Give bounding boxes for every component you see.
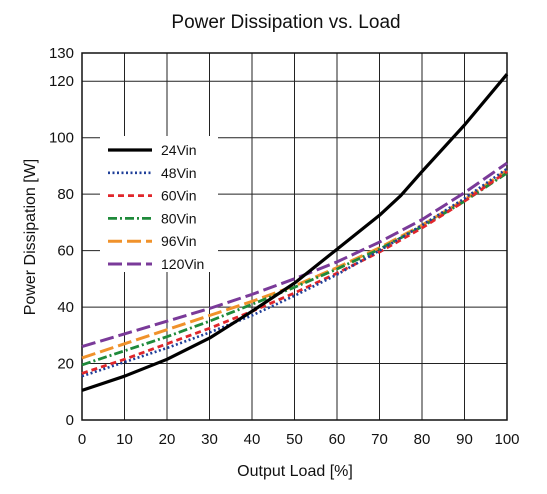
y-axis-ticks: 0 20 40 60 80 100 120 130 (49, 45, 74, 429)
x-tick-label: 60 (329, 431, 346, 448)
x-tick-label: 10 (116, 431, 133, 448)
x-axis-label: Output Load [%] (237, 463, 353, 480)
x-tick-label: 70 (371, 431, 388, 448)
y-tick-label: 130 (49, 45, 74, 62)
legend-label: 60Vin (161, 188, 197, 204)
legend-label: 80Vin (161, 210, 197, 226)
y-tick-label: 100 (49, 130, 74, 147)
y-tick-label: 80 (57, 186, 74, 203)
y-tick-label: 40 (57, 299, 74, 316)
y-axis-label: Power Dissipation [W] (22, 159, 39, 316)
series-line-80vin (81, 171, 508, 367)
y-tick-label: 120 (49, 73, 74, 90)
y-tick-label: 60 (57, 243, 74, 260)
axes (81, 52, 508, 421)
x-tick-label: 20 (159, 431, 176, 448)
x-tick-label: 50 (286, 431, 303, 448)
legend: 24Vin 48Vin 60Vin 80Vin 96Vin 120Vin (108, 142, 204, 272)
plot-frame (81, 52, 508, 421)
y-tick-label: 20 (57, 356, 74, 373)
x-tick-label: 100 (494, 431, 519, 448)
x-tick-label: 30 (201, 431, 218, 448)
legend-background (100, 136, 218, 272)
x-axis-ticks: 0 10 20 30 40 50 60 70 80 90 100 (78, 431, 520, 448)
legend-label: 48Vin (161, 165, 197, 181)
x-tick-label: 90 (456, 431, 473, 448)
series-line-96vin (81, 168, 508, 360)
data-series (81, 73, 509, 392)
x-tick-label: 80 (414, 431, 431, 448)
series-line-120vin (81, 161, 508, 349)
x-tick-label: 0 (78, 431, 86, 448)
y-tick-label: 0 (66, 412, 74, 429)
x-tick-label: 40 (244, 431, 261, 448)
series-line-60vin (81, 170, 508, 375)
chart-title: Power Dissipation vs. Load (171, 12, 400, 33)
legend-label: 120Vin (161, 256, 204, 272)
series-line-24vin (81, 73, 509, 392)
legend-label: 96Vin (161, 233, 197, 249)
legend-label: 24Vin (161, 142, 197, 158)
